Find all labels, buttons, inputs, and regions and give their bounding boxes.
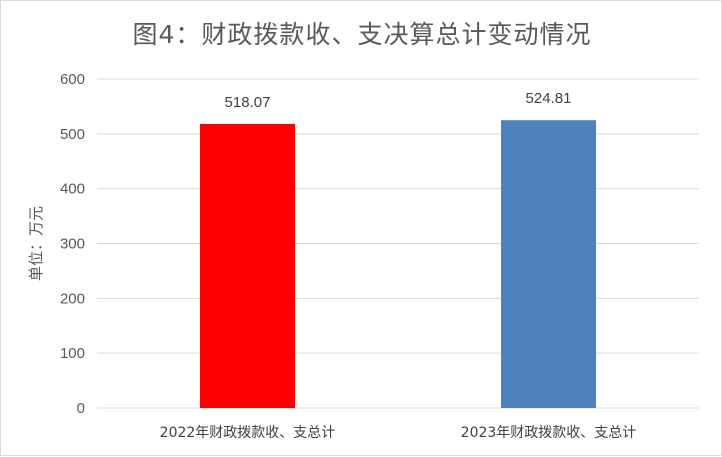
y-axis-label: 单位：万元 <box>27 206 45 281</box>
bar <box>200 123 295 408</box>
x-category-label: 2022年财政拨款收、支总计 <box>160 425 336 441</box>
chart-title: 图4：财政拨款收、支决算总计变动情况 <box>132 20 592 49</box>
bar <box>501 120 596 408</box>
y-tick-label: 200 <box>60 290 85 307</box>
y-tick-label: 500 <box>60 126 85 143</box>
x-category-label: 2023年财政拨款收、支总计 <box>461 425 637 441</box>
y-tick-label: 300 <box>60 236 85 253</box>
y-tick-label: 600 <box>60 71 85 88</box>
y-tick-label: 0 <box>77 400 85 417</box>
y-tick-label: 400 <box>60 181 85 198</box>
y-tick-label: 100 <box>60 345 85 362</box>
data-label: 518.07 <box>225 94 271 111</box>
data-label: 524.81 <box>526 90 572 107</box>
